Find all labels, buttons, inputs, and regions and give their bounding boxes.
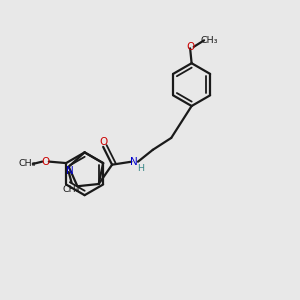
Text: N: N	[66, 166, 74, 176]
Text: O: O	[186, 42, 194, 52]
Text: N: N	[130, 157, 138, 167]
Text: O: O	[42, 157, 50, 166]
Text: CH₃: CH₃	[63, 185, 80, 194]
Text: O: O	[99, 136, 107, 146]
Text: CH₃: CH₃	[19, 160, 36, 169]
Text: CH₃: CH₃	[201, 36, 218, 45]
Text: H: H	[137, 164, 144, 173]
